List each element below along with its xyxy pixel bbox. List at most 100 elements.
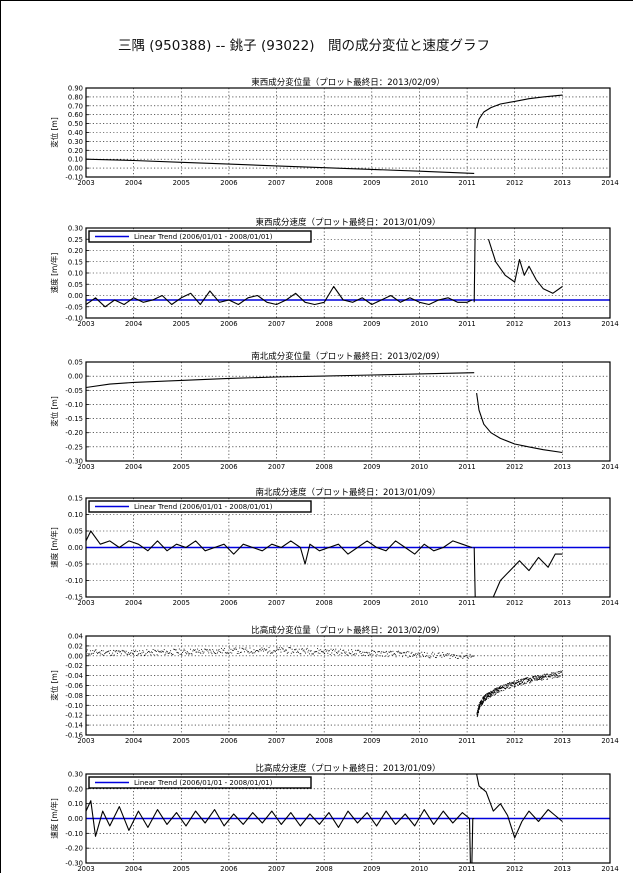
data-point [453,654,455,656]
data-point [292,651,294,653]
data-point [551,675,553,677]
data-point [363,651,365,653]
data-point [486,699,487,700]
data-point [122,650,124,652]
data-point [458,655,460,657]
data-series-line [468,817,475,863]
data-point [387,656,389,658]
data-point [480,702,481,704]
y-tick-label: -0.08 [65,692,83,700]
data-point [355,653,357,655]
data-point [466,654,467,656]
data-point [534,678,535,680]
data-point [190,653,192,655]
legend-label: Linear Trend (2006/01/01 - 2008/01/01) [134,233,273,241]
data-point [224,647,226,649]
data-point [417,652,419,654]
data-point [309,653,310,655]
data-point [547,678,549,680]
data-point [517,684,519,686]
y-tick-label: -0.02 [65,662,83,670]
data-point [492,691,494,693]
data-point [508,683,509,685]
data-point [125,650,127,652]
data-point [537,675,539,676]
x-tick-label: 2011 [458,599,475,607]
data-point [97,652,99,654]
data-point [301,648,303,650]
data-point [315,651,317,652]
data-point [324,653,326,655]
data-point [459,655,461,657]
data-point [155,650,156,652]
data-point [492,693,494,695]
x-tick-label: 2010 [411,865,428,873]
data-point [348,649,349,651]
data-point [487,693,489,695]
data-point [536,678,538,680]
x-tick-label: 2004 [125,599,142,607]
data-point [384,655,386,657]
data-point [519,681,521,683]
data-point [489,695,491,697]
data-point [130,652,132,654]
data-point [504,688,506,690]
data-point [558,671,560,673]
data-point [273,650,275,652]
data-point [358,649,360,651]
x-tick-label: 2003 [77,599,94,607]
data-point [289,647,291,649]
data-point [499,685,501,687]
data-point [260,650,262,652]
data-point [266,648,268,650]
x-tick-label: 2010 [411,463,428,471]
data-point [550,674,552,675]
data-point [482,703,484,704]
data-point [178,652,179,654]
data-point [540,678,542,679]
x-tick-label: 2006 [220,865,237,873]
data-point [374,652,376,654]
data-point [150,654,152,656]
data-point [517,684,519,686]
data-point [92,650,94,652]
data-point [488,693,490,695]
data-point [508,683,510,685]
data-point [331,652,333,654]
y-tick-label: 0.10 [68,270,83,278]
y-tick-label: 0.02 [68,642,83,650]
data-point [477,714,479,716]
data-point [373,650,375,652]
data-point [286,649,287,651]
data-point [509,684,511,686]
data-point [462,657,464,659]
data-point [344,651,345,653]
data-point [158,651,160,653]
data-point [279,649,281,651]
data-point [530,679,532,681]
data-point [479,705,481,707]
y-tick-label: 0.04 [68,633,83,641]
data-point [276,647,278,649]
data-point [529,682,531,684]
data-point [399,653,401,655]
x-tick-label: 2013 [554,463,571,471]
data-point [548,676,549,678]
data-point [318,649,320,651]
data-point [516,682,518,684]
data-point [495,693,496,695]
data-point [151,652,153,654]
data-point [557,672,559,674]
data-point [509,682,510,684]
data-point [139,650,141,652]
data-point [195,651,197,653]
data-point [481,704,483,705]
data-point [336,652,338,654]
data-point [430,656,432,658]
data-point [353,654,355,656]
data-point [244,648,246,650]
data-point [434,653,435,655]
data-point [530,677,532,679]
data-point [524,679,526,681]
